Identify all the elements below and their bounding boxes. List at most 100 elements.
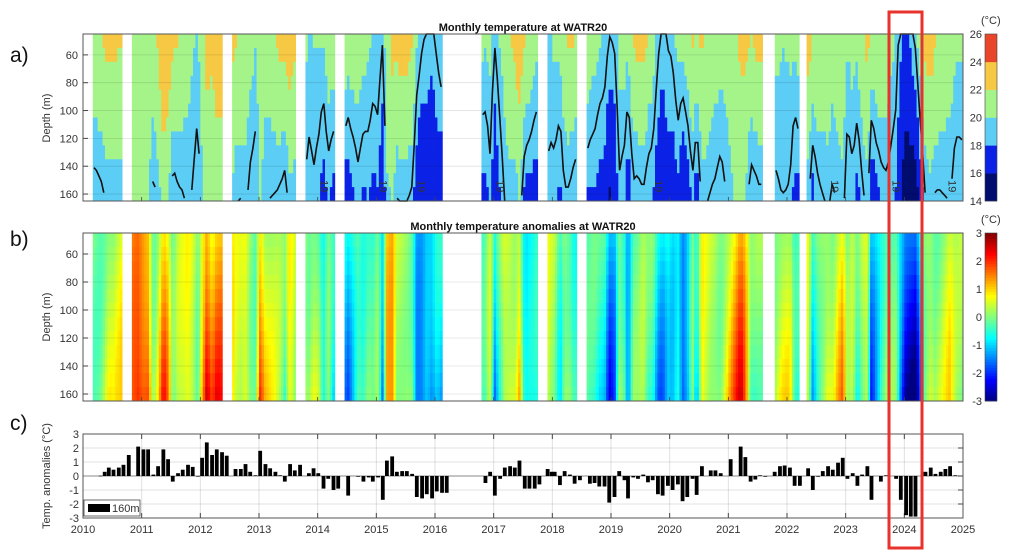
- heat-cell: [838, 103, 842, 118]
- heat-cell: [601, 34, 605, 49]
- heat-cell: [623, 34, 627, 49]
- heat-cell: [931, 145, 935, 160]
- heat-cell: [789, 187, 793, 202]
- heat-cell: [774, 117, 778, 132]
- heat-cell: [200, 289, 204, 304]
- heat-cell: [283, 145, 287, 160]
- heat-cell: [251, 61, 255, 77]
- heat-cell: [249, 345, 253, 360]
- heat-cell: [483, 34, 487, 49]
- heat-cell: [523, 47, 526, 63]
- heat-cell: [376, 61, 380, 77]
- heat-cell: [320, 89, 323, 104]
- heat-cell: [386, 117, 389, 132]
- heat-cell: [642, 117, 646, 132]
- heat-cell: [376, 145, 380, 160]
- heat-cell: [527, 47, 531, 63]
- heat-cell: [672, 47, 675, 63]
- heat-cell: [794, 47, 798, 63]
- heat-cell: [373, 187, 377, 202]
- heat-cell: [757, 103, 761, 118]
- heat-cell: [290, 173, 294, 188]
- heat-cell: [439, 187, 443, 202]
- heat-cell: [141, 145, 145, 160]
- heat-cell: [755, 187, 759, 202]
- heat-cell: [403, 103, 407, 118]
- heat-cell: [97, 289, 101, 304]
- heat-cell: [774, 89, 778, 104]
- heat-cell: [782, 34, 785, 49]
- heat-cell: [637, 117, 641, 132]
- heat-cell: [530, 61, 534, 77]
- heat-cell: [439, 131, 443, 146]
- heat-cell: [635, 34, 639, 49]
- heat-cell: [496, 89, 499, 104]
- heat-cell: [728, 173, 732, 188]
- heat-cell: [439, 75, 443, 91]
- heat-cell: [373, 89, 377, 104]
- heat-cell: [107, 61, 111, 77]
- heat-cell: [430, 34, 433, 49]
- heat-cell: [92, 34, 96, 49]
- heat-cell: [92, 289, 96, 304]
- heat-cell: [894, 131, 898, 146]
- heat-cell: [657, 187, 661, 202]
- panel-a-temperature: 19 19 19 19 19 19 19 19608010012014016026242220…: [60, 29, 998, 208]
- heat-cell: [317, 317, 321, 332]
- heat-cell: [325, 34, 328, 49]
- heat-cell: [217, 131, 221, 146]
- heat-cell: [166, 131, 169, 146]
- heat-cell: [933, 117, 937, 132]
- heat-cell: [139, 145, 143, 160]
- heat-cell: [750, 173, 754, 188]
- heat-cell: [420, 159, 424, 174]
- heat-cell: [329, 145, 333, 160]
- heat-cell: [193, 34, 196, 49]
- heat-cell: [870, 34, 873, 49]
- heat-cell: [293, 103, 297, 118]
- heat-cell: [938, 61, 942, 77]
- heat-cell: [791, 34, 795, 49]
- heat-cell: [217, 345, 221, 360]
- heat-cell: [789, 103, 793, 118]
- heat-cell: [197, 75, 201, 91]
- heat-cell: [359, 89, 363, 104]
- heat-cell: [848, 145, 851, 160]
- heat-cell: [567, 47, 570, 63]
- heat-cell: [175, 373, 179, 388]
- heat-cell: [547, 75, 551, 91]
- heat-cell: [557, 131, 561, 146]
- heat-cell: [310, 75, 314, 91]
- heat-cell: [596, 173, 600, 188]
- heat-cell: [246, 159, 250, 174]
- heat-cell: [188, 261, 191, 276]
- heat-cell: [916, 34, 920, 49]
- heat-cell: [483, 187, 487, 202]
- heat-cell: [173, 34, 177, 49]
- heat-cell: [589, 145, 592, 160]
- heat-cell: [728, 61, 732, 77]
- heat-cell: [312, 159, 316, 174]
- heat-cell: [518, 103, 521, 118]
- heat-cell: [667, 61, 671, 77]
- heat-cell: [552, 145, 556, 160]
- heat-cell: [752, 187, 756, 202]
- heat-cell: [906, 145, 910, 160]
- heat-cell: [652, 34, 656, 49]
- heat-cell: [310, 61, 314, 77]
- heat-cell: [931, 61, 935, 77]
- heat-cell: [180, 89, 184, 104]
- heat-cell: [559, 34, 563, 49]
- heat-cell: [691, 103, 695, 118]
- heat-cell: [149, 159, 152, 174]
- heat-cell: [415, 159, 419, 174]
- heat-cell: [633, 173, 636, 188]
- heat-cell: [437, 75, 441, 91]
- heat-cell: [635, 89, 639, 104]
- heat-cell: [146, 103, 150, 118]
- heat-cell: [210, 373, 213, 388]
- heat-cell: [848, 187, 851, 202]
- heat-cell: [694, 103, 697, 118]
- heat-cell: [701, 159, 705, 174]
- heat-cell: [263, 233, 267, 248]
